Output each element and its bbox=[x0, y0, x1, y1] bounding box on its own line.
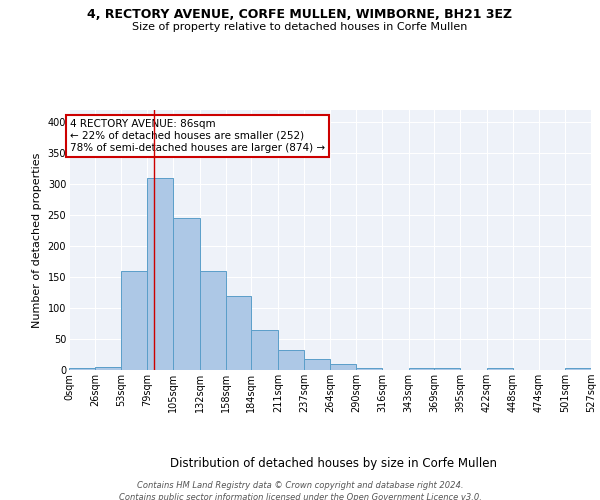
Bar bbox=[147, 178, 173, 370]
Text: 4 RECTORY AVENUE: 86sqm
← 22% of detached houses are smaller (252)
78% of semi-d: 4 RECTORY AVENUE: 86sqm ← 22% of detache… bbox=[70, 120, 325, 152]
Bar bbox=[200, 271, 226, 370]
Bar bbox=[434, 368, 460, 370]
Bar bbox=[226, 296, 251, 370]
Bar bbox=[356, 368, 382, 370]
Bar bbox=[251, 330, 278, 370]
Text: Distribution of detached houses by size in Corfe Mullen: Distribution of detached houses by size … bbox=[170, 458, 497, 470]
Bar bbox=[565, 368, 591, 370]
Bar bbox=[173, 218, 200, 370]
Bar bbox=[95, 367, 121, 370]
Text: Size of property relative to detached houses in Corfe Mullen: Size of property relative to detached ho… bbox=[133, 22, 467, 32]
Text: Contains HM Land Registry data © Crown copyright and database right 2024.
Contai: Contains HM Land Registry data © Crown c… bbox=[119, 481, 481, 500]
Bar bbox=[278, 350, 304, 370]
Y-axis label: Number of detached properties: Number of detached properties bbox=[32, 152, 42, 328]
Bar bbox=[409, 368, 434, 370]
Bar bbox=[69, 368, 95, 370]
Bar bbox=[121, 271, 147, 370]
Bar bbox=[487, 368, 513, 370]
Bar bbox=[331, 364, 356, 370]
Bar bbox=[304, 360, 331, 370]
Text: 4, RECTORY AVENUE, CORFE MULLEN, WIMBORNE, BH21 3EZ: 4, RECTORY AVENUE, CORFE MULLEN, WIMBORN… bbox=[88, 8, 512, 20]
